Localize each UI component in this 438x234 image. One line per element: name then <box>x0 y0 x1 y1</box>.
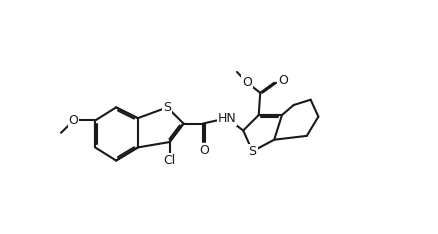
Text: HN: HN <box>217 112 236 125</box>
Text: O: O <box>68 114 78 127</box>
Text: O: O <box>199 144 209 157</box>
Text: O: O <box>242 76 251 89</box>
Text: S: S <box>163 101 171 114</box>
Text: Cl: Cl <box>163 154 175 167</box>
Text: O: O <box>277 74 287 87</box>
Text: S: S <box>248 145 256 158</box>
